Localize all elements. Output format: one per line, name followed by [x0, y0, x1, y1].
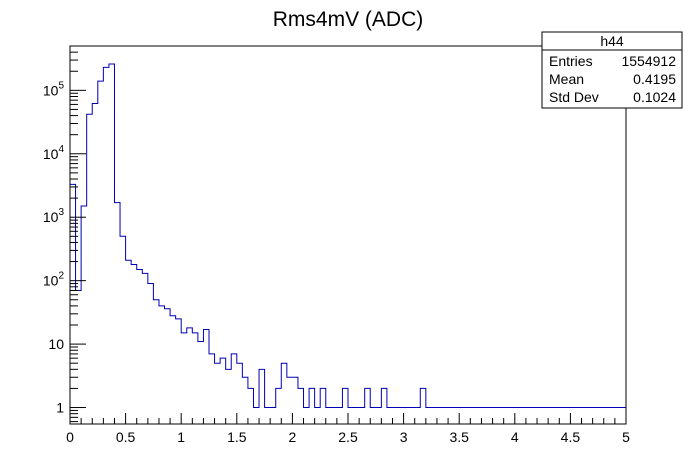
stats-box-frame [541, 31, 683, 109]
y-tick-label: 105 [43, 80, 65, 98]
x-axis: 0 0.5 1 1.5 2 2.5 3 3.5 4 4.5 5 [66, 413, 630, 445]
y-tick-label: 104 [43, 144, 65, 162]
stats-mean-value: 0.4195 [633, 71, 676, 87]
histogram-series [69, 63, 627, 424]
y-tick-label: 1 [56, 400, 64, 416]
x-tick-label: 2.5 [338, 429, 358, 445]
stats-stddev-value: 0.1024 [633, 89, 676, 105]
y-tick-label: 102 [43, 271, 65, 289]
x-tick-label: 2 [289, 429, 297, 445]
x-tick-label: 5 [622, 429, 630, 445]
stats-stddev-label: Std Dev [549, 89, 599, 105]
x-tick-label: 1 [177, 429, 185, 445]
stats-entries-value: 1554912 [621, 53, 676, 69]
y-tick-label: 103 [43, 207, 65, 225]
y-axis: 1 10 102 103 104 105 [43, 45, 86, 423]
x-tick-label: 3.5 [449, 429, 469, 445]
histogram-outline [69, 63, 627, 424]
x-tick-label: 0.5 [116, 429, 136, 445]
x-tick-label: 1.5 [227, 429, 247, 445]
chart-title: Rms4mV (ADC) [273, 8, 424, 31]
y-tick-label: 10 [48, 336, 64, 352]
x-tick-label: 4.5 [561, 429, 581, 445]
stats-box: h44 Entries 1554912 Mean 0.4195 Std Dev … [541, 31, 683, 109]
x-tick-label: 0 [66, 429, 74, 445]
x-tick-label: 3 [400, 429, 408, 445]
stats-mean-label: Mean [549, 71, 584, 87]
stats-entries-label: Entries [549, 53, 593, 69]
x-tick-label: 4 [511, 429, 519, 445]
stats-box-name: h44 [600, 33, 624, 49]
